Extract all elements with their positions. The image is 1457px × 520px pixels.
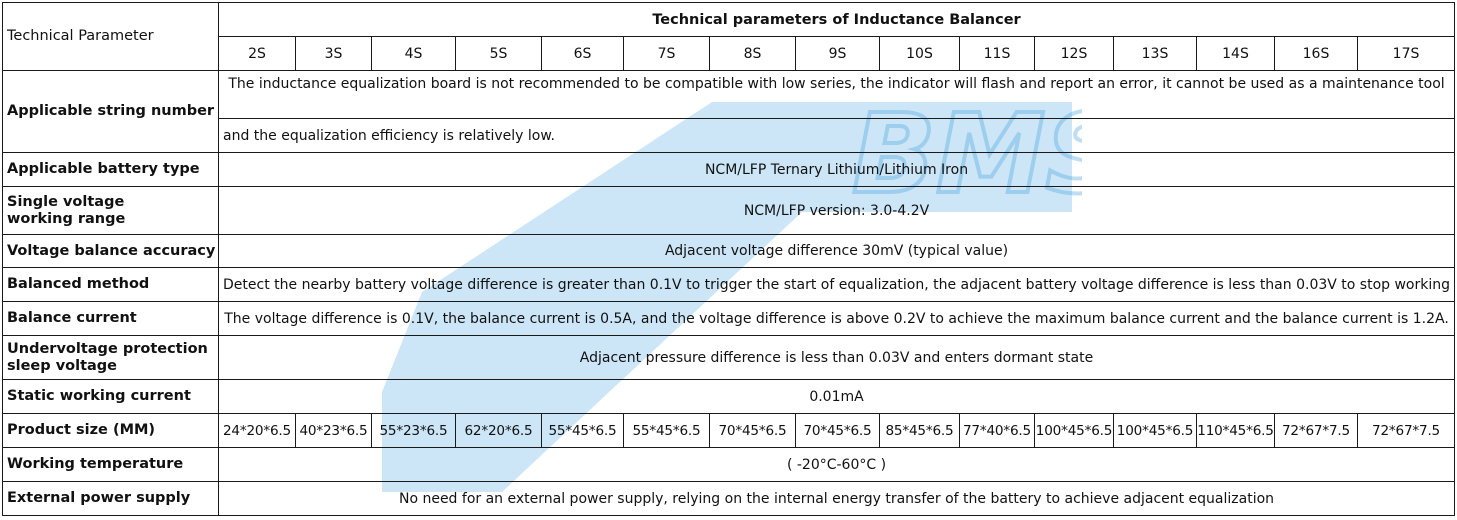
balanced-method-row: Balanced method Detect the nearby batter… (2, 267, 1456, 302)
balance-current-value: The voltage difference is 0.1V, the bala… (217, 301, 1456, 336)
voltage-range-label-line1: Single voltage (7, 193, 125, 210)
voltage-range-row: Single voltage working range NCM/LFP ver… (2, 186, 1456, 235)
product-size-cell: 24*20*6.5 (218, 413, 296, 448)
product-size-cell: 100*45*6.5 (1034, 413, 1114, 448)
series-header-cell: 13S (1113, 36, 1197, 71)
power-supply-row: External power supply No need for an ext… (2, 481, 1456, 516)
static-current-value: 0.01mA (217, 379, 1456, 414)
product-size-cell: 85*45*6.5 (879, 413, 960, 448)
product-size-cell: 70*45*6.5 (709, 413, 796, 448)
series-header-cell: 7S (623, 36, 710, 71)
table-title: Technical parameters of Inductance Balan… (217, 2, 1456, 37)
product-size-cell: 72*67*7.5 (1356, 413, 1456, 448)
balanced-method-label: Balanced method (2, 267, 219, 302)
series-header-cell: 5S (455, 36, 542, 71)
balanced-method-value: Detect the nearby battery voltage differ… (217, 267, 1456, 302)
string-number-text-line2: and the equalization efficiency is relat… (217, 118, 1456, 153)
undervoltage-label-line2: sleep voltage (7, 357, 118, 374)
undervoltage-value: Adjacent pressure difference is less tha… (217, 335, 1456, 380)
product-size-cell: 55*23*6.5 (371, 413, 456, 448)
product-size-row: Product size (MM) 24*20*6.5 40*23*6.5 55… (2, 413, 1456, 448)
product-size-cell: 110*45*6.5 (1196, 413, 1275, 448)
series-header-cell: 14S (1196, 36, 1275, 71)
static-current-row: Static working current 0.01mA (2, 379, 1456, 414)
static-current-label: Static working current (2, 379, 219, 414)
series-header-cell: 3S (295, 36, 372, 71)
working-temp-row: Working temperature ( -20°C-60°C ) (2, 447, 1456, 482)
series-header-cell: 12S (1034, 36, 1114, 71)
series-header-cell: 10S (879, 36, 960, 71)
undervoltage-row: Undervoltage protection sleep voltage Ad… (2, 335, 1456, 380)
series-header-cell: 17S (1356, 36, 1456, 71)
undervoltage-label: Undervoltage protection sleep voltage (2, 335, 219, 380)
string-number-row-2: and the equalization efficiency is relat… (3, 118, 1456, 153)
battery-type-label: Applicable battery type (2, 152, 219, 187)
balance-accuracy-label: Voltage balance accuracy (2, 234, 219, 268)
series-header-cell: 9S (795, 36, 880, 71)
title-row: Technical Parameter Technical parameters… (2, 2, 1456, 71)
product-size-cell: 72*67*7.5 (1274, 413, 1358, 448)
product-size-label: Product size (MM) (2, 413, 219, 448)
balance-current-row: Balance current The voltage difference i… (2, 301, 1456, 336)
series-header-cell: 11S (959, 36, 1035, 71)
battery-type-value: NCM/LFP Ternary Lithium/Lithium Iron (217, 152, 1456, 187)
string-number-text-line1: The inductance equalization board is not… (217, 70, 1456, 119)
product-size-cell: 62*20*6.5 (455, 413, 542, 448)
undervoltage-label-line1: Undervoltage protection (7, 340, 208, 357)
product-size-cell: 55*45*6.5 (623, 413, 710, 448)
voltage-range-label: Single voltage working range (2, 186, 219, 235)
series-header-cell: 16S (1274, 36, 1358, 71)
product-size-cell: 55*45*6.5 (541, 413, 624, 448)
voltage-range-value: NCM/LFP version: 3.0-4.2V (217, 186, 1456, 235)
string-number-label: Applicable string number (2, 70, 219, 153)
product-size-cell: 100*45*6.5 (1113, 413, 1197, 448)
product-size-cell: 40*23*6.5 (295, 413, 372, 448)
power-supply-value: No need for an external power supply, re… (217, 481, 1456, 516)
series-header-cell: 8S (709, 36, 796, 71)
battery-type-row: Applicable battery type NCM/LFP Ternary … (2, 152, 1456, 187)
balance-current-label: Balance current (2, 301, 219, 336)
series-header-row: 2S 3S 4S 5S 6S 7S 8S 9S 10S 11S 12S 13S … (3, 36, 1456, 71)
series-header-cell: 2S (218, 36, 296, 71)
product-size-cell: 77*40*6.5 (959, 413, 1035, 448)
series-header-cell: 4S (371, 36, 456, 71)
parameter-header-cell: Technical Parameter (2, 2, 219, 71)
string-number-row: Applicable string number The inductance … (2, 70, 1456, 153)
balance-accuracy-row: Voltage balance accuracy Adjacent voltag… (2, 234, 1456, 268)
series-header-cell: 6S (541, 36, 624, 71)
power-supply-label: External power supply (2, 481, 219, 516)
voltage-range-label-line2: working range (7, 210, 126, 227)
working-temp-value: ( -20°C-60°C ) (217, 447, 1456, 482)
balance-accuracy-value: Adjacent voltage difference 30mV (typica… (217, 234, 1456, 268)
product-size-cell: 70*45*6.5 (795, 413, 880, 448)
working-temp-label: Working temperature (2, 447, 219, 482)
